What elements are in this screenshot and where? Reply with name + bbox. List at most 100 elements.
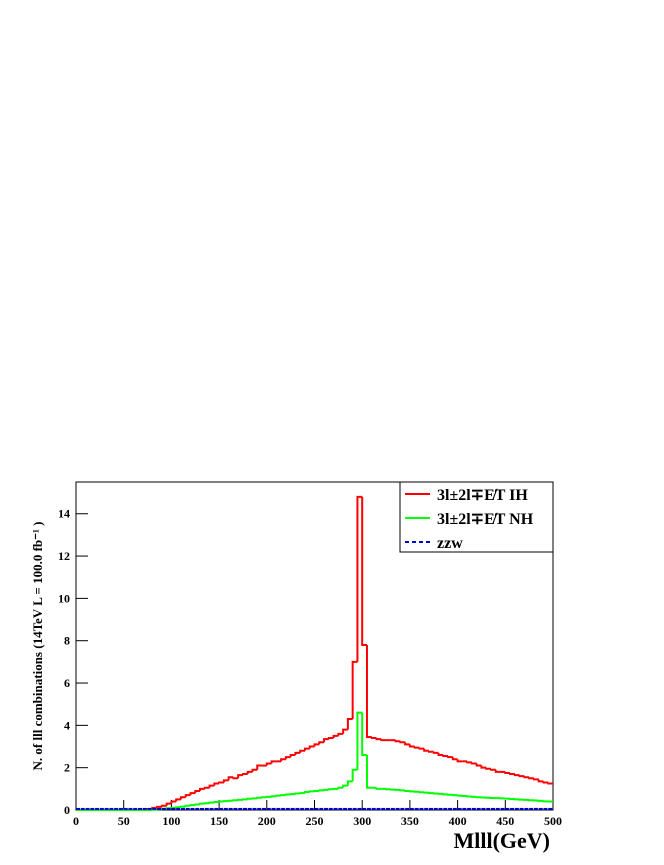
histogram-bin [439, 753, 444, 755]
histogram-bin [496, 770, 501, 772]
histogram-bin [252, 770, 257, 772]
histogram-bin [186, 806, 191, 807]
histogram-bin [305, 792, 310, 793]
histogram-bin [190, 793, 195, 795]
x-tick-label: 250 [306, 814, 324, 828]
histogram-bin [176, 799, 181, 801]
histogram-bin [181, 797, 186, 799]
histogram-bin [348, 781, 353, 785]
histogram-bin [424, 749, 429, 751]
histogram-bin [377, 738, 382, 739]
histogram-bin [524, 776, 529, 777]
x-tick-label: 150 [210, 814, 228, 828]
histogram-bin [343, 730, 348, 734]
histogram-bin [291, 755, 296, 757]
histogram-bin [539, 779, 544, 781]
y-tick-label: 8 [64, 634, 70, 648]
histogram-bin [529, 777, 534, 778]
x-axis-title: Mlll(GeV) [453, 828, 550, 853]
histogram-bin [300, 751, 305, 753]
histogram-bin [343, 786, 348, 788]
histogram-bin [362, 497, 367, 645]
histogram-bin [338, 788, 343, 789]
histogram-bin [434, 752, 439, 753]
histogram-bin [353, 662, 358, 719]
histogram-bin [210, 803, 215, 804]
histogram-bin [329, 738, 334, 739]
x-tick-label: 0 [73, 814, 79, 828]
histogram-bin [381, 739, 386, 740]
histogram-bin [543, 781, 548, 782]
histogram-bin [491, 769, 496, 770]
histogram-bin [186, 795, 191, 797]
histogram-bin [477, 763, 482, 765]
histogram-bin [224, 780, 229, 782]
histogram-bin [305, 749, 310, 751]
histogram-bin [286, 757, 291, 759]
histogram-bin [324, 739, 329, 742]
histogram-bin [481, 766, 486, 768]
y-tick-label: 12 [58, 549, 70, 563]
histogram-bin [319, 790, 324, 791]
legend-label: 3l±2l∓E̸T IH [437, 487, 528, 504]
legend-label: zzw [437, 535, 463, 552]
histogram-bin [405, 790, 410, 791]
histogram-bin [515, 774, 520, 775]
histogram-bin [195, 791, 200, 793]
histogram-bin [520, 775, 525, 776]
histogram-bin [453, 757, 458, 759]
histogram-bin [257, 766, 262, 770]
histogram-bin [448, 756, 453, 757]
histogram-bin [405, 742, 410, 744]
legend-label: 3l±2l∓E̸T NH [437, 511, 534, 528]
histogram-bin [243, 774, 248, 775]
histogram-bin [267, 763, 272, 765]
histogram-bin [310, 747, 315, 749]
histogram-bin [400, 741, 405, 742]
histogram-bin [443, 755, 448, 756]
y-tick-label: 0 [64, 803, 70, 817]
histogram-bin [171, 802, 176, 804]
histogram-bin [310, 791, 315, 792]
y-tick-label: 10 [58, 591, 70, 605]
histogram-bin [486, 768, 491, 769]
histogram-bin [276, 796, 281, 797]
x-tick-label: 300 [353, 814, 371, 828]
histogram-bin [410, 744, 415, 746]
histogram-bin [329, 789, 334, 790]
histogram-bin [200, 789, 205, 791]
x-tick-label: 400 [449, 814, 467, 828]
histogram-bin [238, 775, 243, 778]
histogram-bin [157, 807, 162, 808]
histogram-bin [367, 755, 372, 788]
histogram-bin [429, 751, 434, 752]
histogram-bin [190, 805, 195, 806]
histogram-bin [372, 737, 377, 738]
histogram-bin [534, 778, 539, 779]
histogram-bin [334, 736, 339, 738]
histogram-bin [319, 742, 324, 744]
x-tick-label: 200 [258, 814, 276, 828]
histogram-bin [205, 788, 210, 789]
histogram-bin [295, 753, 300, 755]
histogram-bin [419, 748, 424, 749]
histogram-bin [214, 784, 219, 786]
y-tick-label: 2 [64, 761, 70, 775]
x-tick-label: 350 [401, 814, 419, 828]
histogram-bin [510, 773, 515, 774]
histogram-bin [548, 782, 553, 783]
histogram-bin [200, 804, 205, 805]
histogram-bin [415, 747, 420, 748]
histogram-bin [472, 762, 477, 763]
histogram-bin [219, 782, 224, 783]
histogram-bin [338, 734, 343, 736]
y-tick-label: 6 [64, 676, 70, 690]
histogram-bin [467, 761, 472, 762]
histogram-bin [167, 804, 172, 806]
histogram-bin [295, 793, 300, 794]
x-tick-label: 100 [162, 814, 180, 828]
x-tick-label: 50 [118, 814, 130, 828]
histogram-bin [257, 798, 262, 799]
histogram-bin [367, 645, 372, 737]
